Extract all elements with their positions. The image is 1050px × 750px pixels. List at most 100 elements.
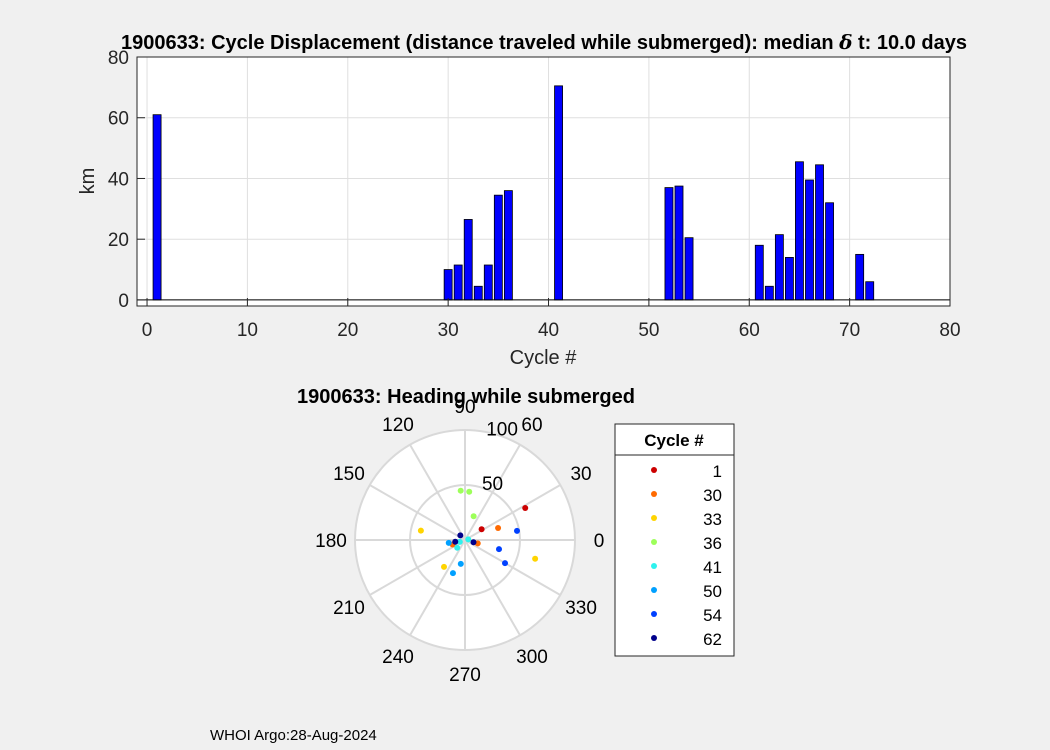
polar-point [478,526,485,533]
polar-point [495,524,502,531]
legend-box [614,423,735,657]
bar-cycle-67 [815,164,824,301]
x-tick-label: 10 [237,320,258,341]
x-tick-label: 50 [638,320,659,341]
polar-point [470,539,477,546]
footer-credit: WHOI Argo:28-Aug-2024 [210,727,377,744]
y-tick-label: 0 [118,291,129,312]
bar-chart-axes-border [136,56,951,307]
bar-cycle-30 [443,269,453,301]
bar-chart-title: 1900633: Cycle Displacement (distance tr… [121,30,967,54]
polar-points [417,487,539,577]
legend-label: 54 [703,606,722,625]
bar-cycle-62 [764,285,774,301]
bar-cycle-61 [754,244,764,301]
r-tick-label-50: 50 [482,474,503,495]
y-tick-label: 40 [108,169,129,190]
x-tick-label: 70 [839,320,860,341]
polar-spoke [464,539,521,636]
polar-spoke [464,444,521,541]
polar-point [513,527,520,534]
polar-point [445,539,452,546]
theta-label-210: 210 [333,598,365,619]
legend: Cycle # 1 30 33 36 41 50 54 62 [614,423,735,657]
polar-point [466,488,473,495]
x-tick-label: 80 [939,320,960,341]
bar-cycle-72 [865,281,875,301]
cycle-displacement-bar-chart: 1900633: Cycle Displacement (distance tr… [77,30,967,369]
bar-cycle-65 [795,161,804,301]
y-tick-label: 80 [108,48,129,69]
polar-point [532,555,539,562]
polar-point [522,504,529,511]
legend-label: 62 [703,630,722,649]
bar-cycle-32 [463,219,473,301]
bar-cycle-33 [473,285,483,301]
legend-label: 30 [703,486,722,505]
bar-cycle-54 [684,237,694,301]
polar-point [457,487,464,494]
legend-items: 1 30 33 36 41 50 54 62 [651,462,722,649]
legend-marker [651,635,657,641]
polar-point [454,544,461,551]
bar-cycle-36 [503,190,513,301]
legend-marker [651,611,657,617]
bar-cycle-31 [453,264,463,301]
theta-label-150: 150 [333,464,365,485]
theta-label-180: 180 [315,531,347,552]
legend-label: 33 [703,510,722,529]
legend-label: 41 [703,558,722,577]
bar-cycle-52 [664,187,674,301]
bar-cycle-41 [554,85,563,301]
bar-cycle-66 [805,179,814,301]
polar-chart-title: 1900633: Heading while submerged [297,386,635,408]
polar-point [496,546,503,553]
bar-cycle-35 [493,194,503,301]
x-tick-label: 60 [739,320,760,341]
heading-polar-plot: 1900633: Heading while submerged 0 30 60 90… [297,386,635,686]
polar-point [441,563,448,570]
legend-marker [651,515,657,521]
x-tick-label: 0 [142,320,153,341]
legend-marker [651,467,657,473]
polar-spoke [369,484,466,541]
bar-chart-axes [137,57,950,306]
bar-cycle-1 [152,114,162,301]
legend-marker [651,491,657,497]
polar-point [456,538,463,545]
polar-point [502,560,509,567]
bar-chart-ylabel: km [77,168,99,195]
bar-cycle-71 [855,253,865,301]
theta-label-120: 120 [382,415,414,436]
theta-label-90: 90 [454,397,475,418]
polar-spoke [369,539,466,596]
theta-label-300: 300 [516,647,548,668]
legend-marker [651,539,657,545]
polar-point [465,536,472,543]
bar-chart-xlabel: Cycle # [510,347,578,369]
theta-label-240: 240 [382,647,414,668]
legend-label: 50 [703,582,722,601]
legend-label: 1 [713,462,722,481]
polar-spoke [409,444,466,541]
theta-label-330: 330 [565,598,597,619]
legend-marker [651,563,657,569]
bar-cycle-63 [774,234,784,301]
polar-point [449,570,456,577]
bar-chart-ticks: 0 10 20 30 40 50 60 70 80 0 20 40 60 80 [108,48,961,341]
x-tick-label: 30 [438,320,459,341]
legend-label: 36 [703,534,722,553]
polar-point [417,527,424,534]
bar-cycle-64 [784,257,794,301]
polar-point [457,560,464,567]
theta-label-30: 30 [570,464,591,485]
bar-cycle-34 [483,264,493,301]
polar-spoke [464,539,561,596]
x-tick-label: 20 [337,320,358,341]
legend-marker [651,587,657,593]
x-tick-label: 40 [538,320,559,341]
y-tick-label: 20 [108,230,129,251]
r-tick-label-100: 100 [486,420,518,441]
theta-label-0: 0 [594,531,605,552]
